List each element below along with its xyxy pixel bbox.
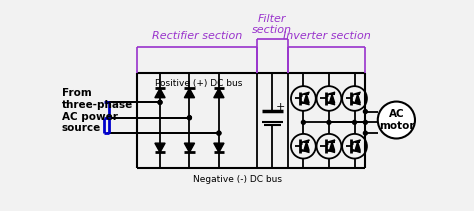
Circle shape <box>364 110 367 114</box>
Text: Filter
section: Filter section <box>252 14 292 35</box>
Circle shape <box>188 116 191 120</box>
Circle shape <box>158 100 162 104</box>
Polygon shape <box>355 94 360 103</box>
Polygon shape <box>304 94 309 103</box>
Circle shape <box>327 120 331 124</box>
Circle shape <box>364 131 367 135</box>
Circle shape <box>188 116 191 120</box>
Text: AC
motor: AC motor <box>379 109 414 131</box>
Polygon shape <box>155 143 165 152</box>
Polygon shape <box>304 142 309 150</box>
Text: Rectifier section: Rectifier section <box>152 31 242 41</box>
Text: Negative (-) DC bus: Negative (-) DC bus <box>193 176 282 184</box>
Circle shape <box>301 120 305 124</box>
Circle shape <box>378 101 415 138</box>
Circle shape <box>217 131 221 135</box>
Polygon shape <box>184 88 194 98</box>
Polygon shape <box>355 142 360 150</box>
Polygon shape <box>214 143 224 152</box>
Polygon shape <box>329 94 335 103</box>
Text: From
three-phase
AC power
source: From three-phase AC power source <box>62 88 133 133</box>
Polygon shape <box>329 142 335 150</box>
Text: Positive (+) DC bus: Positive (+) DC bus <box>155 79 242 88</box>
Circle shape <box>217 131 221 135</box>
Polygon shape <box>184 143 194 152</box>
Text: Inverter section: Inverter section <box>283 31 371 41</box>
Circle shape <box>158 100 162 104</box>
Polygon shape <box>155 88 165 98</box>
Circle shape <box>364 120 367 124</box>
Polygon shape <box>214 88 224 98</box>
Text: +: + <box>276 101 286 112</box>
Circle shape <box>353 120 356 124</box>
